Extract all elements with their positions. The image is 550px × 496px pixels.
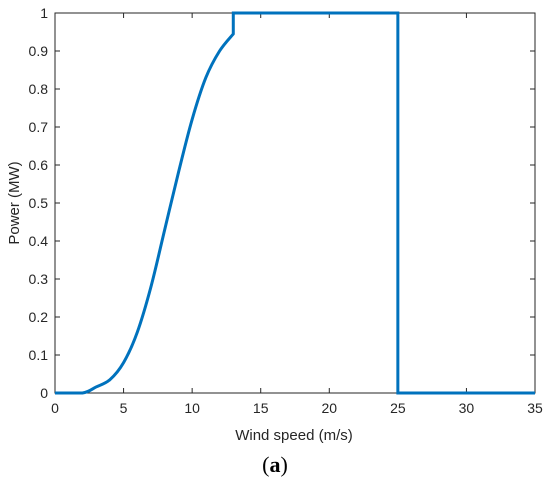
y-tick-label: 0.2 <box>29 309 49 325</box>
y-tick-label: 0.9 <box>29 43 49 59</box>
caption-open-paren: ( <box>262 452 270 477</box>
y-tick-label: 0.7 <box>29 119 49 135</box>
power-curve-line <box>55 11 535 395</box>
x-tick-label: 5 <box>120 400 128 416</box>
y-axis-label: Power (MW) <box>6 161 23 244</box>
caption-close-paren: ) <box>280 452 288 477</box>
y-tick-label: 0 <box>40 385 48 401</box>
y-tick-label: 0.4 <box>29 233 49 249</box>
x-tick-label: 20 <box>321 400 337 416</box>
caption-letter: a <box>269 452 281 477</box>
series <box>55 11 535 395</box>
x-tick-label: 30 <box>459 400 475 416</box>
x-tick-label: 10 <box>184 400 200 416</box>
y-tick-label: 0.8 <box>29 81 49 97</box>
x-tick-label: 15 <box>253 400 269 416</box>
y-tick-label: 0.5 <box>29 195 49 211</box>
figure-caption: (a) <box>0 452 550 478</box>
ticks: 0 5 10 15 20 25 30 35 0 0.1 0.2 0.3 0.4 0.5 0.6 0.7 0.8 0… <box>29 5 543 416</box>
y-tick-label: 0.6 <box>29 157 49 173</box>
power-curve-chart: 0 5 10 15 20 25 30 35 0 0.1 0.2 0.3 0.4 0.5 0.6 0.7 0.8 0… <box>6 5 543 444</box>
x-tick-label: 0 <box>51 400 59 416</box>
plot-frame <box>54 12 536 394</box>
y-tick-label: 0.3 <box>29 271 49 287</box>
axes <box>54 12 536 394</box>
x-tick-label: 25 <box>390 400 406 416</box>
x-tick-label: 35 <box>527 400 543 416</box>
x-axis-label: Wind speed (m/s) <box>235 427 353 444</box>
y-tick-label: 0.1 <box>29 347 49 363</box>
y-tick-label: 1 <box>40 5 48 21</box>
